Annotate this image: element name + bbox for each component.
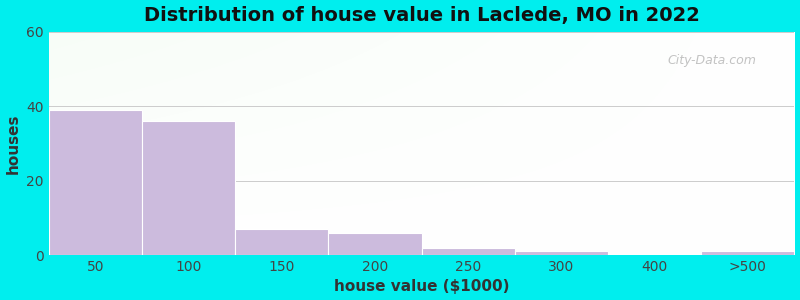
Bar bbox=[142, 121, 235, 255]
Bar bbox=[328, 233, 422, 255]
Bar bbox=[422, 248, 514, 255]
Bar bbox=[702, 251, 794, 255]
Y-axis label: houses: houses bbox=[6, 113, 21, 174]
Bar bbox=[514, 251, 608, 255]
Title: Distribution of house value in Laclede, MO in 2022: Distribution of house value in Laclede, … bbox=[143, 6, 699, 25]
Bar bbox=[49, 110, 142, 255]
Bar bbox=[235, 229, 328, 255]
Text: City-Data.com: City-Data.com bbox=[668, 54, 757, 67]
X-axis label: house value ($1000): house value ($1000) bbox=[334, 279, 510, 294]
